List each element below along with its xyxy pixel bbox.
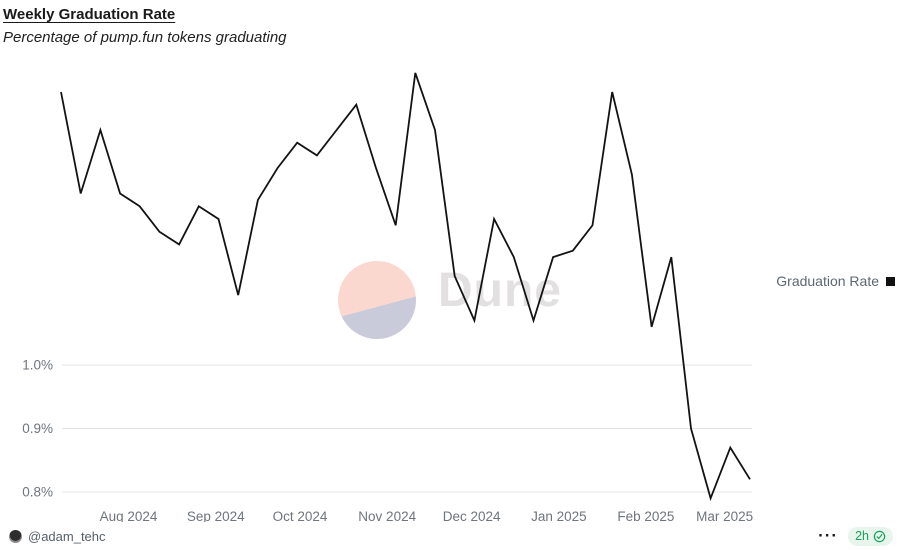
graduation-rate-line[interactable] <box>60 72 751 502</box>
y-tick-label: 0.9% <box>22 421 53 436</box>
chart-header: Weekly Graduation Rate Percentage of pum… <box>3 5 287 47</box>
time-badge: 2h <box>848 526 893 546</box>
more-options-icon[interactable]: ··· <box>818 526 839 545</box>
author: @adam_tehc <box>9 529 106 544</box>
x-tick-label: Nov 2024 <box>358 509 416 524</box>
x-tick-label: Feb 2025 <box>617 509 674 524</box>
chart-legend[interactable]: Graduation Rate <box>776 273 895 289</box>
y-tick-label: 1.0% <box>22 358 53 373</box>
dune-watermark-text: Dune <box>438 264 562 317</box>
x-tick-label: Aug 2024 <box>100 509 158 524</box>
x-tick-label: Dec 2024 <box>443 509 501 524</box>
x-tick-label: Oct 2024 <box>273 509 328 524</box>
x-tick-label: Jan 2025 <box>531 509 587 524</box>
y-tick-label: 0.8% <box>22 485 53 500</box>
time-badge-label: 2h <box>855 529 869 543</box>
chart-subtitle: Percentage of pump.fun tokens graduating <box>3 29 287 46</box>
footer-bar: @adam_tehc ··· 2h <box>0 522 902 550</box>
author-handle: @adam_tehc <box>28 528 106 544</box>
x-tick-label: Sep 2024 <box>187 509 245 524</box>
page-title: Weekly Graduation Rate <box>3 6 176 23</box>
verified-check-icon <box>873 530 886 542</box>
legend-marker-square <box>886 276 895 286</box>
x-tick-label: Mar 2025 <box>696 509 753 524</box>
legend-label: Graduation Rate <box>776 273 879 289</box>
dune-logo-icon <box>338 261 416 339</box>
author-avatar-icon <box>9 529 22 543</box>
footer-right: ··· 2h <box>818 526 893 546</box>
